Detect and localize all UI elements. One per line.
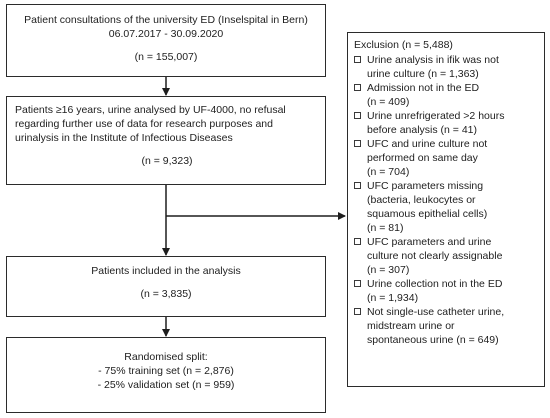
split-title: Randomised split: [124,351,208,363]
consultations-title: Patient consultations of the university … [24,14,308,26]
checkbox-icon [354,280,361,287]
included-label: Patients included in the analysis [91,265,241,277]
exclusion-item-text: Urine unrefrigerated >2 hours before ana… [367,110,505,136]
checkbox-icon [354,182,361,189]
exclusion-item-text: UFC and urine culture not performed on s… [367,138,488,178]
exclusion-item: Urine analysis in ifik was not urine cul… [354,53,540,81]
exclusion-item-text: Urine analysis in ifik was not urine cul… [367,54,499,80]
box-randomised-split: Randomised split: - 75% training set (n … [6,337,326,413]
exclusion-item-text: UFC parameters missing (bacteria, leukoc… [367,180,488,234]
checkbox-icon [354,308,361,315]
included-count: (n = 3,835) [140,288,192,300]
box-patient-consultations: Patient consultations of the university … [6,4,326,77]
box-included-patients: Patients included in the analysis (n = 3… [6,256,326,317]
eligible-count: (n = 9,323) [141,155,193,167]
consultations-dates: 06.07.2017 - 30.09.2020 [108,28,224,40]
box-eligible-patients: Patients ≥16 years, urine analysed by UF… [6,96,326,185]
exclusion-item: Urine collection not in the ED (n = 1,93… [354,277,540,305]
checkbox-icon [354,140,361,147]
exclusion-item: Admission not in the ED (n = 409) [354,81,540,109]
exclusion-item-text: Admission not in the ED (n = 409) [367,82,480,108]
eligible-criteria: Patients ≥16 years, urine analysed by UF… [15,104,286,144]
consultations-count: (n = 155,007) [134,51,198,63]
exclusion-title: Exclusion (n = 5,488) [354,39,453,51]
checkbox-icon [354,56,361,63]
exclusion-item-text: UFC parameters and urine culture not cle… [367,236,503,276]
exclusion-item: UFC parameters missing (bacteria, leukoc… [354,179,540,235]
split-validation: - 25% validation set (n = 959) [97,379,235,391]
exclusion-item: Not single-use catheter urine, midstream… [354,305,540,347]
exclusion-item: UFC parameters and urine culture not cle… [354,235,540,277]
checkbox-icon [354,112,361,119]
checkbox-icon [354,238,361,245]
split-training: - 75% training set (n = 2,876) [98,365,234,377]
exclusion-item-text: Urine collection not in the ED (n = 1,93… [367,278,503,304]
box-exclusion: Exclusion (n = 5,488) Urine analysis in … [347,32,545,387]
exclusion-item: UFC and urine culture not performed on s… [354,137,540,179]
exclusion-item-text: Not single-use catheter urine, midstream… [367,306,505,346]
checkbox-icon [354,84,361,91]
exclusion-item: Urine unrefrigerated >2 hours before ana… [354,109,540,137]
